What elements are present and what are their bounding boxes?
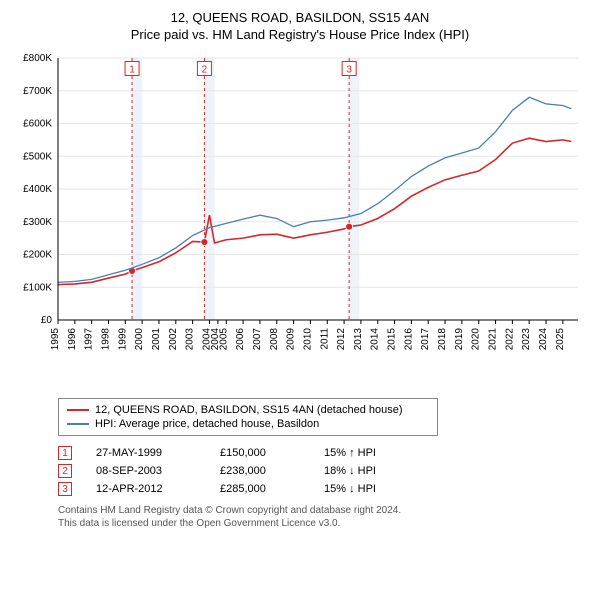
svg-text:2003: 2003 — [185, 328, 196, 351]
svg-text:2: 2 — [202, 64, 208, 75]
svg-text:£100K: £100K — [23, 282, 52, 293]
svg-text:2005: 2005 — [218, 328, 229, 351]
transaction-price: £150,000 — [220, 447, 300, 459]
transaction-row: 1 27-MAY-1999 £150,000 15% ↑ HPI — [58, 444, 590, 462]
svg-text:£800K: £800K — [23, 53, 52, 64]
legend-item: 12, QUEENS ROAD, BASILDON, SS15 4AN (det… — [67, 403, 429, 417]
transaction-diff: 18% ↓ HPI — [324, 465, 404, 477]
svg-text:£0: £0 — [41, 315, 53, 326]
transaction-date: 08-SEP-2003 — [96, 465, 196, 477]
legend-item: HPI: Average price, detached house, Basi… — [67, 417, 429, 431]
svg-text:2010: 2010 — [302, 328, 313, 351]
svg-text:2014: 2014 — [370, 328, 381, 351]
svg-text:2002: 2002 — [168, 328, 179, 351]
svg-text:2022: 2022 — [504, 328, 515, 351]
svg-text:1997: 1997 — [84, 328, 95, 351]
legend-swatch — [67, 409, 89, 411]
svg-text:2023: 2023 — [521, 328, 532, 351]
chart-area: £0 £100K £200K £300K £400K £500K £600K £700K £80… — [10, 50, 590, 390]
svg-text:£400K: £400K — [23, 184, 52, 195]
svg-text:2024: 2024 — [538, 328, 549, 351]
transaction-date: 27-MAY-1999 — [96, 447, 196, 459]
chart-subtitle: Price paid vs. HM Land Registry's House … — [10, 27, 590, 42]
transactions-table: 1 27-MAY-1999 £150,000 15% ↑ HPI 2 08-SEP-200… — [58, 444, 590, 498]
transaction-marker: 3 — [58, 482, 72, 496]
svg-text:1998: 1998 — [100, 328, 111, 351]
svg-text:2020: 2020 — [471, 328, 482, 351]
svg-text:1995: 1995 — [50, 328, 61, 351]
svg-text:2015: 2015 — [387, 328, 398, 351]
svg-text:2017: 2017 — [420, 328, 431, 351]
svg-text:2016: 2016 — [403, 328, 414, 351]
footer-line-2: This data is licensed under the Open Gov… — [58, 517, 590, 530]
transaction-marker: 2 — [58, 464, 72, 478]
transaction-diff: 15% ↑ HPI — [324, 447, 404, 459]
svg-text:£700K: £700K — [23, 86, 52, 97]
legend: 12, QUEENS ROAD, BASILDON, SS15 4AN (det… — [58, 398, 438, 436]
transaction-price: £238,000 — [220, 465, 300, 477]
legend-label: 12, QUEENS ROAD, BASILDON, SS15 4AN (det… — [95, 404, 403, 416]
svg-text:2007: 2007 — [252, 328, 263, 351]
svg-text:2001: 2001 — [151, 328, 162, 351]
svg-text:£500K: £500K — [23, 151, 52, 162]
svg-text:2011: 2011 — [319, 328, 330, 350]
svg-text:2013: 2013 — [353, 328, 364, 351]
svg-text:1: 1 — [129, 64, 135, 75]
svg-text:2009: 2009 — [286, 328, 297, 351]
svg-text:3: 3 — [346, 64, 352, 75]
legend-swatch — [67, 423, 89, 425]
transaction-row: 2 08-SEP-2003 £238,000 18% ↓ HPI — [58, 462, 590, 480]
svg-text:1999: 1999 — [117, 328, 128, 351]
chart-title: 12, QUEENS ROAD, BASILDON, SS15 4AN — [10, 10, 590, 25]
svg-text:2018: 2018 — [437, 328, 448, 351]
svg-text:£200K: £200K — [23, 250, 52, 261]
svg-text:2025: 2025 — [555, 328, 566, 351]
svg-text:£300K: £300K — [23, 217, 52, 228]
svg-text:2000: 2000 — [134, 328, 145, 351]
transaction-marker: 1 — [58, 446, 72, 460]
svg-text:2006: 2006 — [235, 328, 246, 351]
footer-attribution: Contains HM Land Registry data © Crown c… — [58, 504, 590, 530]
line-chart: £0 £100K £200K £300K £400K £500K £600K £700K £80… — [10, 50, 590, 390]
footer-line-1: Contains HM Land Registry data © Crown c… — [58, 504, 590, 517]
svg-text:£600K: £600K — [23, 119, 52, 130]
transaction-date: 12-APR-2012 — [96, 483, 196, 495]
transaction-price: £285,000 — [220, 483, 300, 495]
transaction-row: 3 12-APR-2012 £285,000 15% ↓ HPI — [58, 480, 590, 498]
legend-label: HPI: Average price, detached house, Basi… — [95, 418, 319, 430]
transaction-diff: 15% ↓ HPI — [324, 483, 404, 495]
svg-text:2012: 2012 — [336, 328, 347, 351]
svg-text:1996: 1996 — [67, 328, 78, 351]
svg-text:2021: 2021 — [488, 328, 499, 351]
svg-text:2008: 2008 — [269, 328, 280, 351]
svg-text:2019: 2019 — [454, 328, 465, 351]
